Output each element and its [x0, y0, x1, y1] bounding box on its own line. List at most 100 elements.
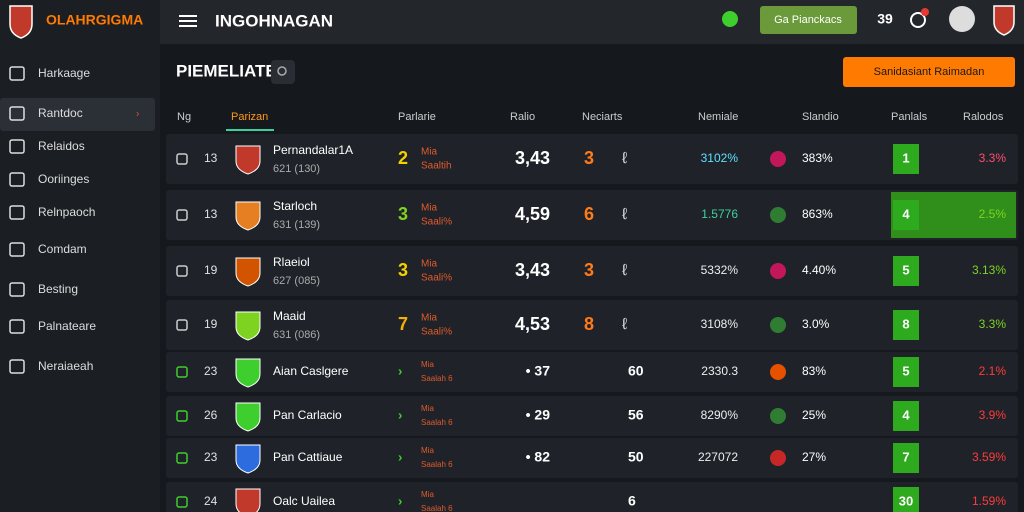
- number-2: 6: [584, 204, 594, 224]
- ratio: • 82: [526, 449, 551, 465]
- points-box: [893, 401, 919, 431]
- points-box: [893, 144, 919, 174]
- number-2: 60: [628, 363, 644, 379]
- team-badge: [235, 488, 261, 512]
- nav-item-active: [0, 98, 155, 131]
- number-2: 3: [584, 260, 594, 280]
- percent: 5332%: [701, 263, 739, 277]
- count: 39: [877, 11, 893, 27]
- team-badge: [235, 444, 261, 474]
- nav-item[interactable]: Relnpaoch: [38, 205, 95, 219]
- tag: Mia: [421, 313, 438, 324]
- nav-icon: [9, 172, 25, 187]
- nav-icon: [9, 282, 25, 297]
- logo-badge: [9, 5, 33, 39]
- row-icon: [176, 209, 188, 221]
- tag: Mia: [421, 147, 438, 158]
- last: 1.59%: [972, 494, 1006, 508]
- column-header: Parlarie: [398, 111, 436, 123]
- nav-item[interactable]: Rantdoc: [38, 106, 83, 120]
- points: 8: [902, 316, 909, 331]
- nav-item[interactable]: Neraiaeah: [38, 359, 93, 373]
- nav-icon: [9, 139, 25, 154]
- nav-item[interactable]: Relaidos: [38, 139, 85, 153]
- notification-dot: [921, 8, 929, 16]
- number: ›: [398, 363, 402, 378]
- stat-icon: [770, 450, 786, 466]
- action-button[interactable]: [843, 57, 1015, 87]
- mark: ℓ: [622, 206, 627, 223]
- stat-icon: [770, 151, 786, 167]
- tag: Mia: [421, 446, 434, 455]
- page-title: INGOHNAGAN: [215, 11, 333, 30]
- rank: 24: [204, 494, 218, 508]
- action-button-label: Sanidasiant Raimadan: [874, 66, 985, 78]
- points-box: [893, 310, 919, 340]
- tag-sub: Saalah 6: [421, 460, 453, 469]
- stat-icon: [770, 207, 786, 223]
- points: 1: [902, 150, 909, 165]
- team-sub: 621 (130): [273, 163, 320, 175]
- percent-2: 25%: [802, 408, 826, 422]
- team-name: Maaid: [273, 309, 306, 323]
- team-name: Rlaeiol: [273, 255, 310, 269]
- nav-item[interactable]: Ooriinges: [38, 172, 89, 186]
- points-box: [893, 200, 919, 230]
- status-icon: [722, 11, 738, 27]
- nav-item[interactable]: Harkaage: [38, 66, 90, 80]
- search-icon: [277, 66, 287, 76]
- points: 4: [902, 206, 910, 221]
- points-box: [893, 357, 919, 387]
- column-header: Slandio: [802, 111, 839, 123]
- ratio: 3,43: [515, 260, 550, 280]
- tag: Mia: [421, 490, 434, 499]
- last: 3.3%: [979, 151, 1007, 165]
- column-header: Ralio: [510, 111, 535, 123]
- tag-sub: Saalah 6: [421, 374, 453, 383]
- number-2: 6: [628, 493, 636, 509]
- tag: Mia: [421, 360, 434, 369]
- points-box: [893, 443, 919, 473]
- stat-icon: [770, 263, 786, 279]
- nav-arrow: ›: [136, 109, 139, 120]
- rank: 23: [204, 450, 218, 464]
- table-row: [166, 396, 1018, 436]
- number: ›: [398, 449, 402, 464]
- rank: 23: [204, 364, 218, 378]
- number-2: 3: [584, 148, 594, 168]
- stat-icon: [770, 408, 786, 424]
- team-name: Starloch: [273, 199, 317, 213]
- team-badge: [993, 5, 1015, 36]
- percent-2: 863%: [802, 207, 833, 221]
- column-header: Ralodos: [963, 111, 1004, 123]
- nav-icon: [9, 359, 25, 374]
- row-icon: [176, 319, 188, 331]
- menu-icon[interactable]: [179, 15, 197, 27]
- column-header: Parizan: [231, 111, 268, 123]
- top-bar: [160, 0, 1024, 44]
- number: 3: [398, 204, 408, 224]
- row-icon: [176, 366, 188, 378]
- percent-2: 27%: [802, 450, 826, 464]
- points-box: [893, 256, 919, 286]
- header-button[interactable]: [760, 6, 857, 34]
- column-header: Ng: [177, 111, 191, 123]
- table-row: [166, 190, 1018, 240]
- column-header: Neciarts: [582, 111, 623, 123]
- stat-icon: [770, 364, 786, 380]
- nav-item[interactable]: Palnateare: [38, 319, 96, 333]
- search-button[interactable]: [271, 60, 295, 84]
- row-icon: [176, 496, 188, 508]
- number: ›: [398, 493, 402, 508]
- nav-item[interactable]: Comdam: [38, 242, 87, 256]
- table-row: [166, 246, 1018, 296]
- points: 5: [902, 363, 909, 378]
- nav-item[interactable]: Besting: [38, 282, 78, 296]
- tag-sub: Saali%: [421, 217, 452, 228]
- table-row: [166, 438, 1018, 478]
- row-icon: [176, 410, 188, 422]
- avatar[interactable]: [949, 6, 975, 32]
- notification-icon[interactable]: [910, 12, 926, 28]
- percent: 8290%: [701, 408, 739, 422]
